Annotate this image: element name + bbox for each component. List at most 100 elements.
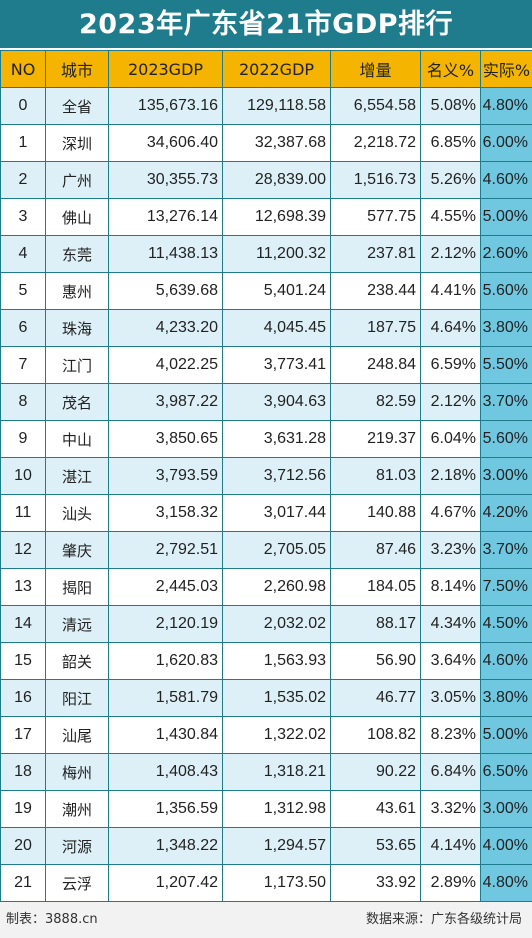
table-row: 8 茂名 3,987.22 3,904.63 82.59 2.12% 3.70% [0, 383, 532, 421]
row-nominal-growth: 4.55% [420, 198, 481, 236]
row-gdp-2022: 1,294.57 [222, 827, 331, 865]
row-city: 全省 [45, 87, 109, 125]
table-row: 16 阳江 1,581.79 1,535.02 46.77 3.05% 3.80% [0, 679, 532, 717]
row-no: 18 [0, 753, 46, 791]
row-gdp-2023: 4,233.20 [108, 309, 223, 347]
table-row: 0 全省 135,673.16 129,118.58 6,554.58 5.08% 4.80… [0, 87, 532, 125]
row-real-growth: 3.70% [480, 383, 532, 421]
row-nominal-growth: 4.41% [420, 272, 481, 310]
header-nominal-growth: 名义% [420, 50, 481, 88]
row-gdp-2022: 3,017.44 [222, 494, 331, 532]
row-gdp-2023: 135,673.16 [108, 87, 223, 125]
row-increase: 248.84 [330, 346, 421, 384]
row-city: 云浮 [45, 864, 109, 902]
row-city: 湛江 [45, 457, 109, 495]
page-title: 2023年广东省21市GDP排行 [0, 0, 532, 50]
row-nominal-growth: 3.23% [420, 531, 481, 569]
table-row: 11 汕头 3,158.32 3,017.44 140.88 4.67% 4.20% [0, 494, 532, 532]
row-gdp-2022: 1,173.50 [222, 864, 331, 902]
row-nominal-growth: 3.05% [420, 679, 481, 717]
table-row: 13 揭阳 2,445.03 2,260.98 184.05 8.14% 7.50% [0, 568, 532, 606]
row-city: 东莞 [45, 235, 109, 273]
row-increase: 219.37 [330, 420, 421, 458]
row-gdp-2023: 2,445.03 [108, 568, 223, 606]
row-increase: 87.46 [330, 531, 421, 569]
header-increase: 增量 [330, 50, 421, 88]
table-row: 5 惠州 5,639.68 5,401.24 238.44 4.41% 5.60% [0, 272, 532, 310]
row-gdp-2022: 2,032.02 [222, 605, 331, 643]
row-city: 阳江 [45, 679, 109, 717]
row-increase: 237.81 [330, 235, 421, 273]
row-gdp-2023: 3,850.65 [108, 420, 223, 458]
table-row: 20 河源 1,348.22 1,294.57 53.65 4.14% 4.00% [0, 827, 532, 865]
row-no: 6 [0, 309, 46, 347]
row-nominal-growth: 4.64% [420, 309, 481, 347]
row-nominal-growth: 6.04% [420, 420, 481, 458]
row-no: 1 [0, 124, 46, 162]
header-gdp-2023: 2023GDP [108, 50, 223, 88]
row-gdp-2022: 1,563.93 [222, 642, 331, 680]
header-real-growth: 实际% [480, 50, 532, 88]
row-no: 11 [0, 494, 46, 532]
table-row: 2 广州 30,355.73 28,839.00 1,516.73 5.26% 4.60% [0, 161, 532, 199]
row-real-growth: 5.50% [480, 346, 532, 384]
row-increase: 577.75 [330, 198, 421, 236]
row-gdp-2022: 3,712.56 [222, 457, 331, 495]
row-nominal-growth: 2.89% [420, 864, 481, 902]
table-row: 6 珠海 4,233.20 4,045.45 187.75 4.64% 3.80% [0, 309, 532, 347]
header-no: NO [0, 50, 46, 88]
table-row: 12 肇庆 2,792.51 2,705.05 87.46 3.23% 3.70% [0, 531, 532, 569]
row-city: 河源 [45, 827, 109, 865]
row-increase: 108.82 [330, 716, 421, 754]
row-gdp-2022: 28,839.00 [222, 161, 331, 199]
row-increase: 184.05 [330, 568, 421, 606]
row-real-growth: 4.00% [480, 827, 532, 865]
row-no: 5 [0, 272, 46, 310]
row-gdp-2022: 12,698.39 [222, 198, 331, 236]
row-nominal-growth: 3.64% [420, 642, 481, 680]
row-gdp-2023: 1,620.83 [108, 642, 223, 680]
row-nominal-growth: 4.67% [420, 494, 481, 532]
row-no: 10 [0, 457, 46, 495]
row-gdp-2022: 1,312.98 [222, 790, 331, 828]
row-no: 14 [0, 605, 46, 643]
row-increase: 43.61 [330, 790, 421, 828]
row-real-growth: 7.50% [480, 568, 532, 606]
row-gdp-2023: 1,430.84 [108, 716, 223, 754]
row-no: 9 [0, 420, 46, 458]
row-gdp-2022: 1,535.02 [222, 679, 331, 717]
row-no: 21 [0, 864, 46, 902]
table-row: 4 东莞 11,438.13 11,200.32 237.81 2.12% 2.60% [0, 235, 532, 273]
row-gdp-2022: 5,401.24 [222, 272, 331, 310]
row-nominal-growth: 2.12% [420, 235, 481, 273]
row-nominal-growth: 8.23% [420, 716, 481, 754]
table-header-row: NO 城市 2023GDP 2022GDP 增量 名义% 实际% [0, 50, 532, 88]
row-no: 17 [0, 716, 46, 754]
row-real-growth: 2.60% [480, 235, 532, 273]
row-city: 揭阳 [45, 568, 109, 606]
table-row: 7 江门 4,022.25 3,773.41 248.84 6.59% 5.50% [0, 346, 532, 384]
table-row: 9 中山 3,850.65 3,631.28 219.37 6.04% 5.60% [0, 420, 532, 458]
row-city: 肇庆 [45, 531, 109, 569]
row-no: 0 [0, 87, 46, 125]
gdp-table: NO 城市 2023GDP 2022GDP 增量 名义% 实际% 0 全省 135,… [0, 50, 532, 902]
row-gdp-2023: 1,581.79 [108, 679, 223, 717]
row-gdp-2023: 30,355.73 [108, 161, 223, 199]
row-city: 梅州 [45, 753, 109, 791]
row-gdp-2022: 1,322.02 [222, 716, 331, 754]
row-gdp-2022: 1,318.21 [222, 753, 331, 791]
row-gdp-2023: 1,408.43 [108, 753, 223, 791]
row-gdp-2023: 3,158.32 [108, 494, 223, 532]
row-nominal-growth: 2.12% [420, 383, 481, 421]
row-gdp-2022: 3,773.41 [222, 346, 331, 384]
row-increase: 90.22 [330, 753, 421, 791]
row-no: 13 [0, 568, 46, 606]
row-real-growth: 5.60% [480, 420, 532, 458]
row-real-growth: 4.20% [480, 494, 532, 532]
row-gdp-2022: 3,904.63 [222, 383, 331, 421]
row-no: 7 [0, 346, 46, 384]
row-nominal-growth: 3.32% [420, 790, 481, 828]
row-real-growth: 3.00% [480, 790, 532, 828]
row-nominal-growth: 5.26% [420, 161, 481, 199]
